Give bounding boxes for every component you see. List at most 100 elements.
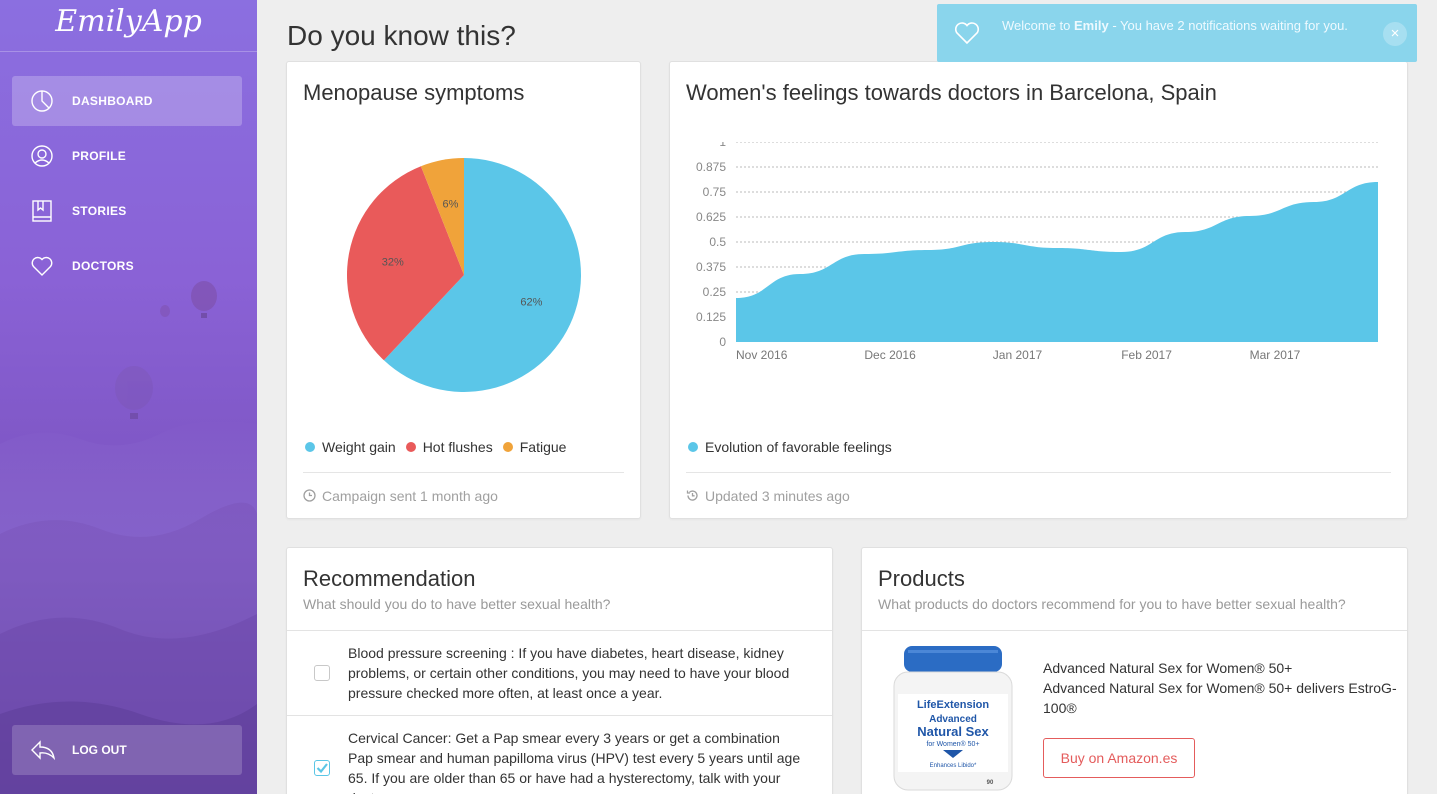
y-tick-label: 0.125	[696, 310, 726, 324]
pie-slice[interactable]	[347, 166, 464, 361]
y-tick-label: 0.375	[696, 260, 726, 274]
card-title: Products	[878, 566, 965, 591]
sidebar-item-label: DASHBOARD	[72, 94, 153, 108]
legend-item[interactable]: Weight gain	[305, 439, 396, 455]
recommendation-text: Blood pressure screening : If you have d…	[348, 645, 790, 701]
y-tick-label: 0.25	[703, 285, 727, 299]
logout-button[interactable]: LOG OUT	[12, 725, 242, 775]
sidebar-item-label: STORIES	[72, 204, 127, 218]
sidebar-background-landscape	[0, 281, 257, 794]
x-tick-label: Nov 2016	[736, 348, 788, 362]
app-logo[interactable]: EmilyApp	[0, 0, 257, 52]
pie-value-label: 62%	[520, 297, 542, 309]
book-icon	[30, 199, 54, 223]
feelings-card: Women's feelings towards doctors in Barc…	[669, 61, 1408, 519]
sidebar-item-stories[interactable]: STORIES	[12, 186, 242, 236]
notification-user: Emily	[1074, 18, 1109, 33]
legend-swatch	[688, 442, 698, 452]
legend-label: Fatigue	[519, 439, 567, 455]
card-footer: Updated 3 minutes ago	[686, 472, 1391, 518]
recommendation-checkbox[interactable]	[314, 665, 330, 681]
clock-icon	[303, 489, 316, 502]
y-tick-label: 0.875	[696, 160, 726, 174]
logout-label: LOG OUT	[72, 743, 127, 757]
products-card: Products What products do doctors recomm…	[861, 547, 1408, 794]
y-tick-label: 0.5	[709, 235, 726, 249]
x-tick-label: Mar 2017	[1250, 348, 1301, 362]
card-subtitle: What should you do to have better sexual…	[303, 596, 611, 612]
legend-swatch	[502, 442, 513, 452]
divider	[862, 630, 1407, 631]
card-subtitle: What products do doctors recommend for y…	[878, 596, 1346, 612]
recommendation-card: Recommendation What should you do to hav…	[286, 547, 833, 794]
x-tick-label: Dec 2016	[864, 348, 916, 362]
user-icon	[30, 144, 54, 168]
card-title: Menopause symptoms	[303, 80, 525, 105]
product-name[interactable]: Advanced Natural Sex for Women® 50+	[1043, 660, 1293, 676]
recommendation-text: Cervical Cancer: Get a Pap smear every 3…	[348, 730, 801, 794]
notification-message: Welcome to Emily - You have 2 notificati…	[1002, 16, 1362, 36]
product-description: Advanced Natural Sex for Women® 50+ deli…	[1043, 680, 1397, 716]
buy-amazon-button[interactable]: Buy on Amazon.es	[1043, 738, 1195, 778]
notification-prefix: Welcome to	[1002, 18, 1075, 33]
page-title: Do you know this?	[287, 20, 516, 51]
card-title: Recommendation	[303, 566, 476, 591]
legend-swatch	[405, 442, 416, 452]
product-info: Advanced Natural Sex for Women® 50+ Adva…	[1043, 658, 1403, 718]
heart-icon	[30, 254, 54, 278]
area-series[interactable]	[736, 182, 1378, 342]
area-chart: 0 0.125 0.25 0.375 0.5 0.625 0.75 0.875 1 Nov 201…	[696, 142, 1378, 362]
footer-text: Updated 3 minutes ago	[705, 487, 850, 504]
sidebar-nav: DASHBOARD PROFILE STORIES DOCTORS	[0, 52, 257, 291]
legend-item[interactable]: Evolution of favorable feelings	[688, 439, 892, 455]
bottle-line2: Natural Sex	[917, 724, 989, 739]
notification-suffix: - You have 2 notifications waiting for y…	[1108, 18, 1348, 33]
balloon-icon	[115, 366, 153, 419]
close-notification-button[interactable]: ×	[1383, 22, 1407, 46]
sidebar-item-doctors[interactable]: DOCTORS	[12, 241, 242, 291]
chart-legend: Weight gain Hot flushes Fatigue	[305, 439, 576, 455]
pie-value-label: 6%	[442, 199, 458, 211]
heart-icon	[953, 20, 981, 46]
pie-slice[interactable]	[383, 158, 581, 392]
bottle-line1: Advanced	[929, 714, 977, 725]
card-footer: Campaign sent 1 month ago	[303, 472, 624, 518]
history-icon	[686, 489, 699, 502]
pie-value-label: 32%	[382, 256, 404, 268]
footer-text: Campaign sent 1 month ago	[322, 487, 498, 504]
pie-slice[interactable]	[420, 158, 464, 275]
sidebar-item-label: PROFILE	[72, 149, 127, 163]
y-tick-label: 0	[719, 335, 726, 349]
pie-chart: 62% 32% 6%	[347, 158, 581, 392]
bottle-count: 90	[987, 780, 994, 786]
bottle-brand: LifeExtension	[917, 699, 989, 711]
sidebar-item-dashboard[interactable]: DASHBOARD	[12, 76, 242, 126]
sidebar: EmilyApp DASHBOARD PROFILE STORIES DOCTO…	[0, 0, 257, 794]
y-tick-label: 0.625	[696, 210, 726, 224]
check-icon	[316, 763, 328, 774]
recommendation-checkbox[interactable]	[314, 760, 330, 776]
bottle-tag: Enhances Libido*	[930, 763, 977, 769]
product-image[interactable]: LifeExtension Advanced Natural Sex for W…	[890, 644, 1016, 792]
welcome-notification: Welcome to Emily - You have 2 notificati…	[937, 4, 1417, 62]
recommendation-item: Blood pressure screening : If you have d…	[287, 630, 832, 716]
legend-swatch	[305, 442, 315, 452]
y-tick-label: 1	[719, 142, 726, 149]
pie-chart-icon	[30, 89, 54, 113]
card-title: Women's feelings towards doctors in Barc…	[686, 80, 1217, 105]
y-tick-label: 0.75	[703, 185, 727, 199]
sidebar-item-label: DOCTORS	[72, 259, 134, 273]
reply-arrow-icon	[30, 738, 56, 762]
balloon-icon	[191, 281, 217, 318]
x-tick-label: Jan 2017	[993, 348, 1043, 362]
sidebar-item-profile[interactable]: PROFILE	[12, 131, 242, 181]
bottle-line3: for Women® 50+	[926, 740, 979, 748]
chart-legend: Evolution of favorable feelings	[688, 439, 902, 455]
legend-label: Hot flushes	[422, 439, 493, 455]
legend-item[interactable]: Fatigue	[502, 439, 567, 455]
legend-item[interactable]: Hot flushes	[405, 439, 493, 455]
x-tick-label: Feb 2017	[1121, 348, 1172, 362]
legend-label: Evolution of favorable feelings	[705, 439, 892, 455]
menopause-card: Menopause symptoms 62% 32% 6% Weight gain …	[286, 61, 641, 519]
recommendation-item: Cervical Cancer: Get a Pap smear every 3…	[287, 715, 832, 794]
